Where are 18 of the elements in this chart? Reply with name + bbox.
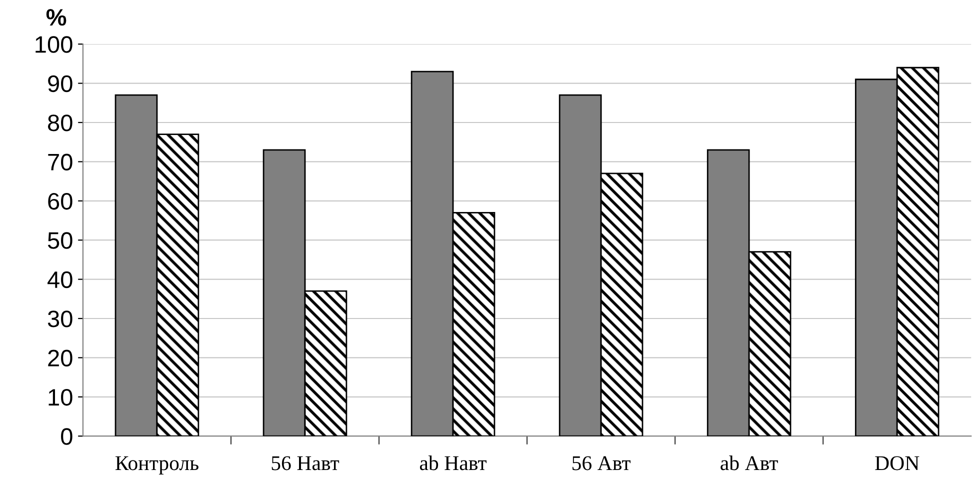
y-tick-label: 20 (48, 350, 72, 366)
x-tick-label: 56 Авт (572, 456, 630, 470)
x-tick-label: ab Авт (720, 456, 778, 470)
x-tick-label: DON (875, 456, 920, 470)
y-tick-label: 100 (36, 36, 72, 53)
x-tick-label: Контроль (115, 456, 198, 474)
y-tick-label: 50 (48, 232, 72, 249)
y-axis-title: % (46, 9, 66, 26)
y-tick-label: 40 (48, 271, 72, 288)
y-tick-label: 90 (48, 75, 72, 92)
x-tick-label: 56 Навт (272, 456, 340, 470)
x-tick-label: ab Навт (420, 456, 487, 470)
y-tick-label: 30 (48, 310, 72, 328)
y-tick-label: 60 (48, 192, 72, 210)
y-tick-label: 10 (48, 388, 72, 406)
y-tick-label: 70 (48, 154, 72, 170)
y-tick-label: 0 (61, 428, 72, 445)
y-tick-label: 80 (48, 114, 72, 132)
